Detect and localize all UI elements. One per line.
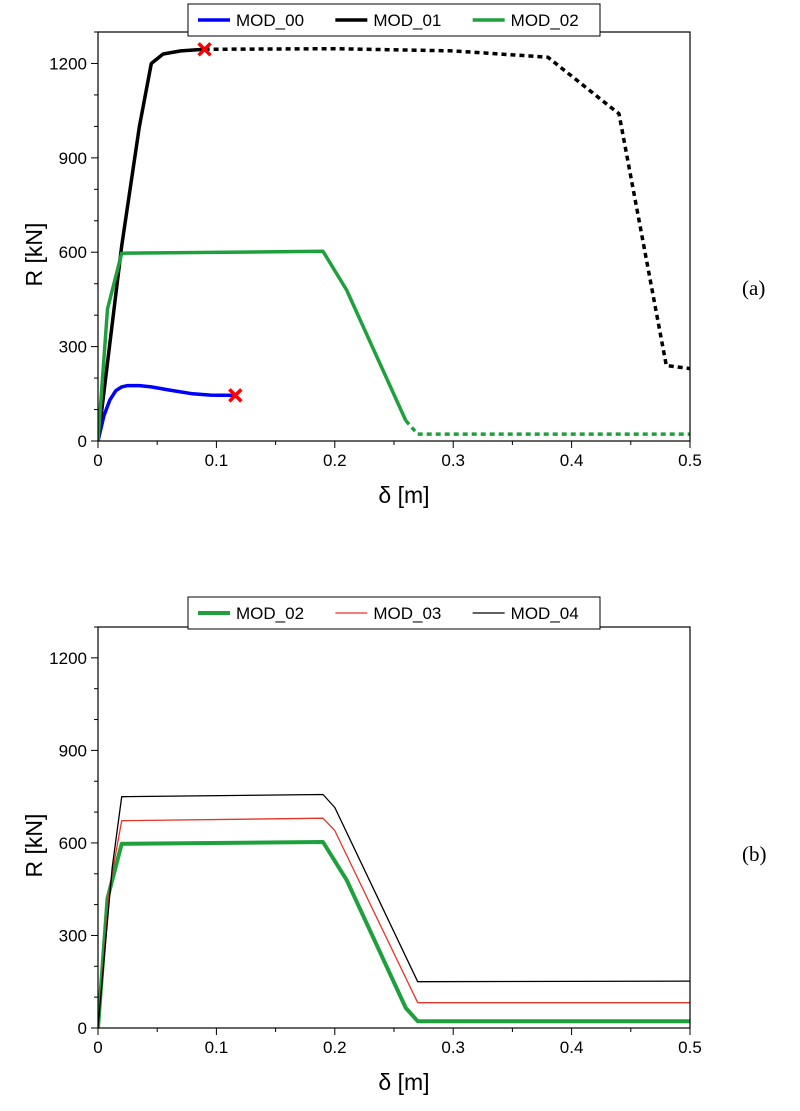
legend-label-mod-01: MOD_01 — [373, 11, 441, 30]
y-tick-label: 900 — [59, 741, 87, 760]
series-line-mod-01-dotted-1 — [204, 46, 690, 371]
y-tick-label: 600 — [59, 834, 87, 853]
x-tick-label: 0.3 — [441, 451, 465, 470]
plot-lines — [98, 793, 690, 1028]
y-tick-label: 0 — [78, 432, 87, 451]
x-tick-label: 0 — [93, 451, 102, 470]
chart-panel-0: 0 0.1 0.2 0.3 0.4 0.5 0 300 600 900 1200 δ [m] R [kN… — [21, 3, 702, 508]
x-tick-label: 0.2 — [323, 1038, 347, 1057]
legend-box — [187, 3, 601, 37]
failure-marker-1 — [228, 388, 243, 403]
series-line-mod-02-solid-0 — [98, 249, 408, 441]
x-tick-label: 0.4 — [560, 451, 584, 470]
y-tick-label: 600 — [59, 243, 87, 262]
x-tick-label: 0.2 — [323, 451, 347, 470]
series-line-mod-01-solid-0 — [98, 47, 205, 441]
failure-marker-0 — [197, 42, 212, 57]
series-line-mod-02-dotted-1 — [404, 419, 690, 436]
x-tick-label: 0.3 — [441, 1038, 465, 1057]
x-tick-label: 0.5 — [678, 451, 702, 470]
panel-label-a: (a) — [742, 276, 766, 300]
y-tick-label: 1200 — [49, 649, 87, 668]
legend-label-mod-02: MOD_02 — [236, 604, 304, 623]
panel-label-b: (b) — [742, 842, 767, 866]
y-tick-label: 300 — [59, 338, 87, 357]
y-tick-label: 300 — [59, 926, 87, 945]
x-tick-label: 0.4 — [560, 1038, 584, 1057]
legend-label-mod-02: MOD_02 — [511, 11, 579, 30]
series-line-mod-03-solid-0 — [98, 817, 690, 1028]
y-axis-label: R [kN] — [21, 814, 47, 878]
y-tick-label: 900 — [59, 149, 87, 168]
legend-label-mod-03: MOD_03 — [373, 604, 441, 623]
legend: MOD_00 MOD_01 MOD_02 — [187, 3, 601, 37]
series-line-mod-02-solid-0 — [98, 840, 690, 1028]
plot-frame — [97, 626, 691, 1029]
y-tick-label: 1200 — [49, 54, 87, 73]
legend: MOD_02 MOD_03 MOD_04 — [187, 596, 601, 630]
x-axis-label: δ [m] — [378, 482, 429, 508]
legend-box — [187, 596, 601, 630]
legend-label-mod-00: MOD_00 — [236, 11, 304, 30]
y-axis-label: R [kN] — [21, 223, 47, 287]
plot-lines — [98, 46, 690, 441]
x-tick-label: 0 — [93, 1038, 102, 1057]
x-tick-label: 0.5 — [678, 1038, 702, 1057]
legend-label-mod-04: MOD_04 — [511, 604, 579, 623]
x-tick-label: 0.1 — [205, 451, 229, 470]
chart-panel-1: 0 0.1 0.2 0.3 0.4 0.5 0 300 600 900 1200 δ [m] R [kN… — [21, 596, 702, 1095]
x-axis-label: δ [m] — [378, 1069, 429, 1095]
series-line-mod-00-solid-0 — [98, 383, 235, 441]
y-tick-label: 0 — [78, 1019, 87, 1038]
series-line-mod-04-solid-0 — [98, 793, 690, 1028]
plot-frame — [97, 31, 691, 442]
x-tick-label: 0.1 — [205, 1038, 229, 1057]
